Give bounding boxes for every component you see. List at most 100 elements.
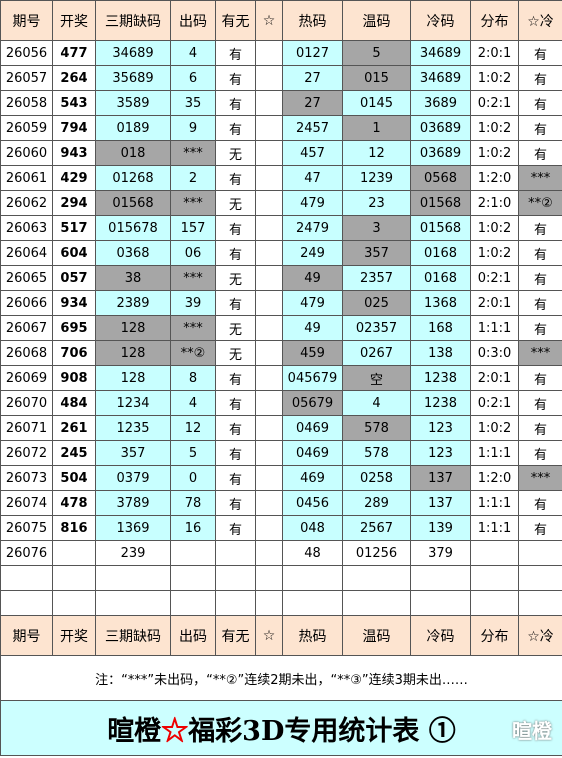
header-cell: 温码 [342, 615, 411, 656]
header-cell: 三期缺码 [95, 615, 171, 656]
data-cell: 1:0:2 [470, 215, 519, 241]
data-cell: 9 [170, 115, 216, 141]
data-cell: 12 [342, 140, 411, 166]
header-cell: 热码 [282, 615, 343, 656]
data-cell: 有 [215, 40, 256, 66]
empty-cell [215, 565, 256, 591]
data-cell: 015678 [95, 215, 171, 241]
header-cell: 分布 [470, 615, 519, 656]
data-cell: 128 [95, 365, 171, 391]
data-cell: 2457 [282, 115, 343, 141]
data-cell: 26071 [0, 415, 53, 441]
data-cell: 有 [518, 140, 562, 166]
data-row: 26065 057 38 *** 无 49 2357 0168 0:2:1 有 [0, 265, 562, 291]
data-cell: 有 [215, 240, 256, 266]
data-cell: 有 [518, 240, 562, 266]
data-cell: 有 [518, 90, 562, 116]
data-cell: 26061 [0, 165, 53, 191]
data-cell: 0145 [342, 90, 411, 116]
data-cell: 34689 [95, 40, 171, 66]
empty-cell [95, 590, 171, 616]
data-cell: 有 [518, 490, 562, 516]
data-cell [255, 390, 283, 416]
data-cell: 1235 [95, 415, 171, 441]
header-cell: 期号 [0, 615, 53, 656]
empty-cell [255, 565, 283, 591]
data-cell: 0267 [342, 340, 411, 366]
data-cell: 794 [52, 115, 96, 141]
data-cell: 有 [215, 440, 256, 466]
data-cell: 3689 [410, 90, 471, 116]
data-cell: 有 [215, 165, 256, 191]
data-cell: 1 [342, 115, 411, 141]
data-cell: 47 [282, 165, 343, 191]
title-number: ① [428, 715, 456, 747]
data-cell: 1:1:1 [470, 515, 519, 541]
empty-cell [170, 590, 216, 616]
data-cell: 5 [342, 40, 411, 66]
data-row: 26071 261 1235 12 有 0469 578 123 1:0:2 有 [0, 415, 562, 441]
data-cell: 49 [282, 265, 343, 291]
data-cell: 264 [52, 65, 96, 91]
data-cell: 有 [215, 465, 256, 491]
data-cell: 045679 [282, 365, 343, 391]
data-cell: 有 [215, 115, 256, 141]
data-cell: 578 [342, 415, 411, 441]
data-row: 26074 478 3789 78 有 0456 289 137 1:1:1 有 [0, 490, 562, 516]
data-cell: 3 [342, 215, 411, 241]
header-row: 期号 开奖 三期缺码 出码 有无 ☆ 热码 温码 冷码 分布 ☆冷 [0, 615, 562, 656]
empty-cell [282, 590, 343, 616]
data-row: 26073 504 0379 0 有 469 0258 137 1:2:0 *** [0, 465, 562, 491]
data-cell: 0456 [282, 490, 343, 516]
data-cell: 26072 [0, 440, 53, 466]
data-cell: 26062 [0, 190, 53, 216]
data-row: 26075 816 1369 16 有 048 2567 139 1:1:1 有 [0, 515, 562, 541]
data-cell: 0469 [282, 415, 343, 441]
data-cell: 4 [170, 390, 216, 416]
data-row: 26058 543 3589 35 有 27 0145 3689 0:2:1 有 [0, 90, 562, 116]
data-cell: 0:2:1 [470, 265, 519, 291]
data-cell: 2:0:1 [470, 40, 519, 66]
data-cell [170, 540, 216, 566]
data-cell: 1239 [342, 165, 411, 191]
data-cell: 26057 [0, 65, 53, 91]
data-cell: 78 [170, 490, 216, 516]
data-cell: 478 [52, 490, 96, 516]
data-cell [255, 115, 283, 141]
data-cell: 429 [52, 165, 96, 191]
data-cell: 26075 [0, 515, 53, 541]
empty-cell [342, 590, 411, 616]
data-cell [255, 490, 283, 516]
data-row: 26070 484 1234 4 有 05679 4 1238 0:2:1 有 [0, 390, 562, 416]
data-cell: 8 [170, 365, 216, 391]
header-cell: ☆冷 [518, 0, 562, 41]
data-cell: 16 [170, 515, 216, 541]
data-cell: 123 [410, 415, 471, 441]
data-cell: 0368 [95, 240, 171, 266]
header-cell: 开奖 [52, 0, 96, 41]
empty-cell [518, 565, 562, 591]
data-cell: 469 [282, 465, 343, 491]
data-cell: 908 [52, 365, 96, 391]
data-cell: 2 [170, 165, 216, 191]
data-row: 26066 934 2389 39 有 479 025 1368 2:0:1 有 [0, 290, 562, 316]
data-cell: 有 [518, 115, 562, 141]
data-cell [255, 190, 283, 216]
data-cell: 无 [215, 315, 256, 341]
empty-cell [470, 590, 519, 616]
data-cell [255, 540, 283, 566]
data-cell: 816 [52, 515, 96, 541]
data-cell: 23 [342, 190, 411, 216]
empty-row [0, 565, 562, 591]
data-cell: 01268 [95, 165, 171, 191]
data-cell: 02357 [342, 315, 411, 341]
data-cell [255, 365, 283, 391]
data-cell [518, 540, 562, 566]
data-cell: 26058 [0, 90, 53, 116]
data-cell: 123 [410, 440, 471, 466]
data-row: 26068 706 128 **② 无 459 0267 138 0:3:0 *** [0, 340, 562, 366]
data-cell: 695 [52, 315, 96, 341]
note-row: 注：“***”未出码，“**②”连续2期未出，“**③”连续3期未出…… [0, 655, 562, 701]
data-cell: 479 [282, 190, 343, 216]
